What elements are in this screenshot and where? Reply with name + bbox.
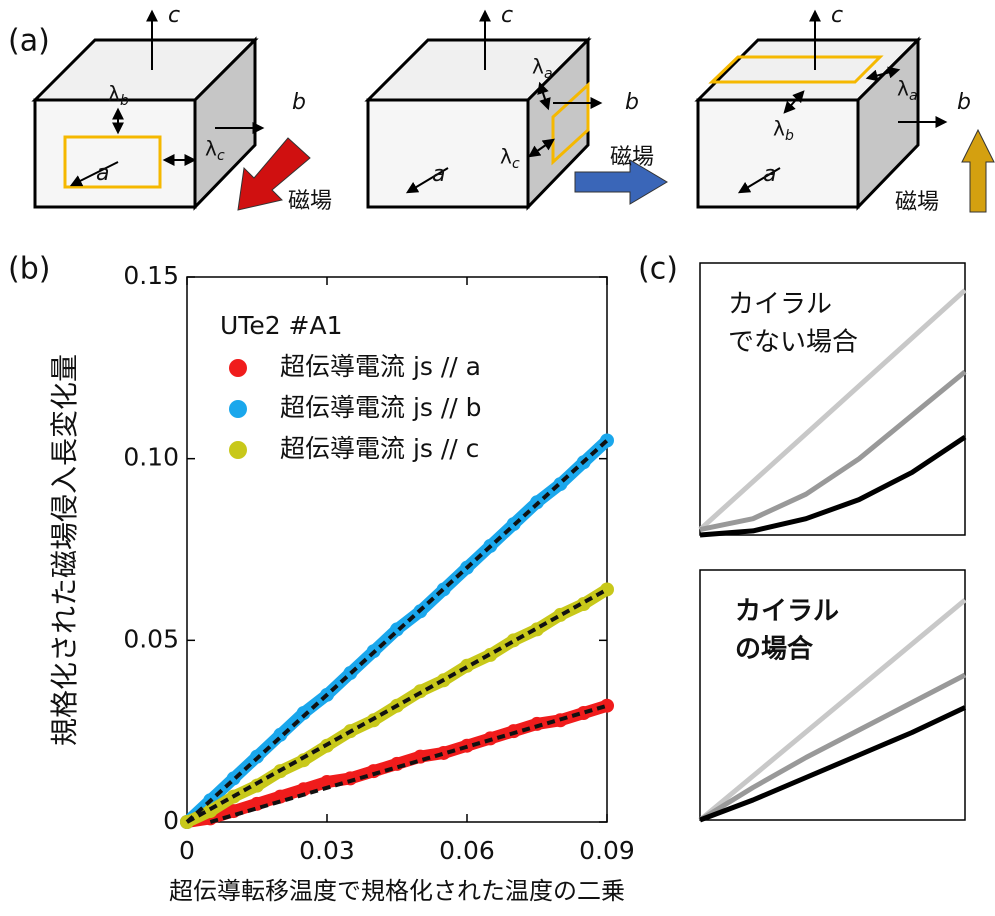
axis-label: b [957,90,971,115]
axis-label: a [96,161,109,186]
field-label: 磁場 [895,190,939,215]
y-tick-label: 0.15 [123,261,179,290]
axis-label: a [763,162,776,187]
lambda-symbol: λ [500,145,512,169]
axis-label: c [501,3,513,28]
lambda-symbol: λ [108,82,120,106]
legend-swatch [229,359,247,377]
annotation: でない場合 [728,328,858,358]
axis-label: c [168,3,180,28]
lambda-symbol: λ [773,117,785,141]
x-tick-label: 0.09 [579,836,635,865]
legend-label: 超伝導電流 js // a [280,352,481,381]
lambda-subscript: b [120,93,129,109]
lambda-subscript: a [909,88,918,104]
field-label: 磁場 [610,145,654,170]
legend-swatch [229,400,247,418]
x-tick-label: 0.03 [299,836,355,865]
lambda-subscript: c [217,148,225,164]
x-tick-label: 0 [179,836,195,865]
annotation: カイラル [735,597,839,627]
axis-label: a [432,162,445,187]
figure: (a) (b) (c) cbaλbλc磁場cbaλaλc磁場cbaλaλb磁場0… [0,0,995,916]
lambda-subscript: c [512,156,520,172]
legend-swatch [229,441,247,459]
data-point [343,771,357,785]
field-label: 磁場 [288,189,332,214]
legend-label: 超伝導電流 js // b [280,393,482,422]
lambda-symbol: λ [205,137,217,161]
axis-label: b [625,90,639,115]
panel-label: (a) [8,24,50,59]
legend-title: UTe2 #A1 [220,311,343,340]
y-axis-title: 規格化された磁場侵入長変化量 [48,354,81,746]
cube-front [35,100,195,207]
legend-label: 超伝導電流 js // c [280,434,479,463]
field-arrow [962,130,994,212]
y-tick-label: 0.10 [123,443,179,472]
page: { "panel_a": {"label": "(a)", "cubes": [… [0,0,995,916]
y-tick-label: 0 [163,806,179,835]
lambda-subscript: a [544,66,553,82]
annotation: カイラル [728,290,832,320]
panel-label: (b) [8,252,50,287]
annotation: の場合 [735,634,814,665]
lambda-symbol: λ [532,55,544,79]
axis-label: c [831,3,843,28]
axis-label: b [292,90,306,115]
panel-label: (c) [638,252,678,287]
lambda-symbol: λ [897,77,909,101]
x-axis-title: 超伝導転移温度で規格化された温度の二乗 [169,877,625,905]
y-tick-label: 0.05 [123,624,179,653]
x-tick-label: 0.06 [439,836,495,865]
lambda-subscript: b [785,128,794,144]
